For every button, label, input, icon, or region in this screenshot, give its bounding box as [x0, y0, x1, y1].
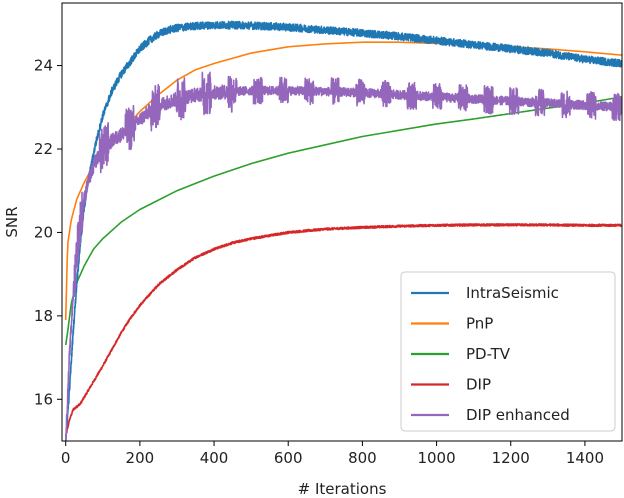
series-line: [64, 96, 622, 346]
x-tick-label: 400: [200, 449, 229, 467]
x-axis-ticks: 0 200 400 600 800 1000 1200 1400: [61, 441, 604, 467]
series-line: [65, 223, 622, 438]
x-tick-label: 1200: [492, 449, 530, 467]
x-tick-label: 1000: [417, 449, 455, 467]
x-tick-label: 1400: [566, 449, 604, 467]
x-tick-label: 600: [274, 449, 303, 467]
legend-entry: PnP: [466, 315, 493, 333]
x-tick-label: 800: [348, 449, 377, 467]
legend-box: [400, 271, 616, 432]
legend-entry: DIP: [466, 376, 491, 394]
series-line: [64, 71, 622, 441]
plot-frame: [61, 2, 623, 442]
x-tick-label: 0: [61, 449, 71, 467]
y-tick-label: 20: [34, 223, 53, 241]
y-axis-label: SNR: [3, 206, 21, 237]
x-axis-label: # Iterations: [298, 480, 387, 498]
legend-entry: PD-TV: [466, 345, 511, 363]
y-tick-label: 24: [34, 57, 53, 75]
legend-entry: IntraSeismic: [466, 284, 559, 302]
plot-lines: [64, 20, 622, 441]
y-tick-label: 16: [34, 390, 53, 408]
legend-entry: DIP enhanced: [466, 406, 570, 424]
series-line: [65, 20, 622, 441]
legend: IntraSeismic PnP PD-TV DIP DIP enhanced: [400, 271, 616, 432]
x-tick-label: 200: [126, 449, 155, 467]
y-axis-ticks: 16 18 20 22 24: [34, 57, 62, 408]
y-tick-label: 22: [34, 140, 53, 158]
y-tick-label: 18: [34, 307, 53, 325]
